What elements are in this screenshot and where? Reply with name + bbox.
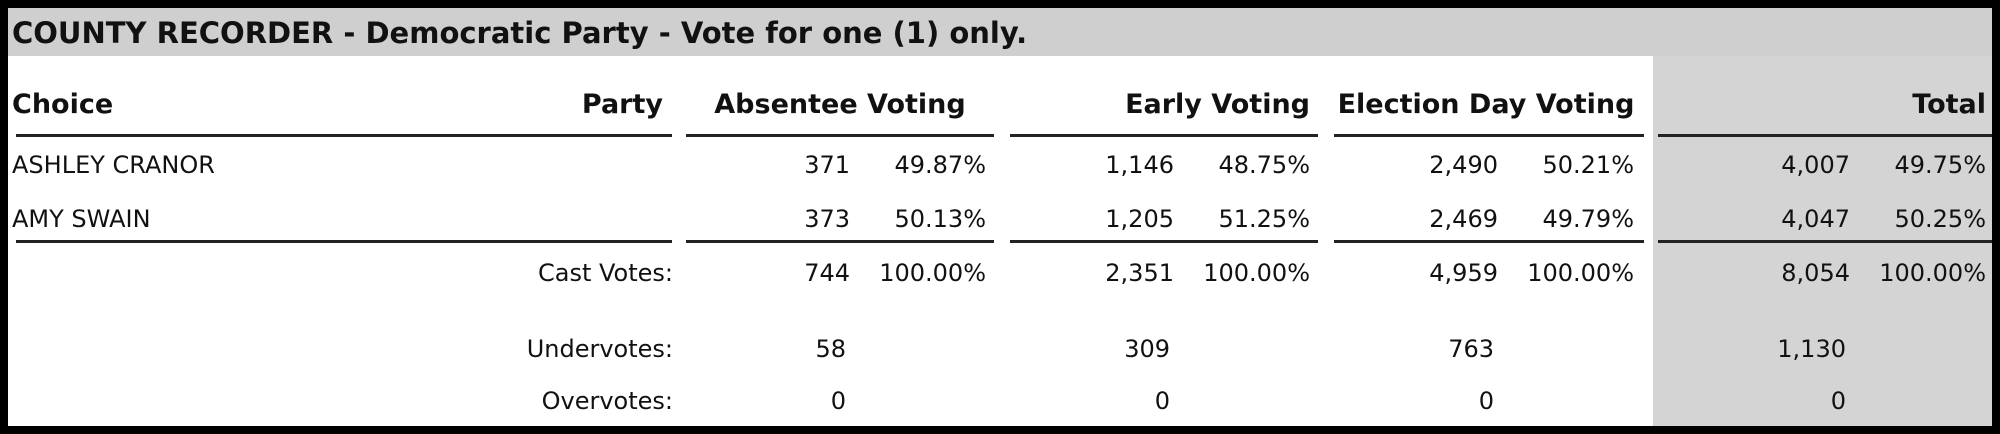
- summary-cell: 744: [804, 259, 850, 287]
- summary-cell: 8,054: [1781, 259, 1850, 287]
- vote-cell: 1,146: [1105, 151, 1174, 179]
- column-header: Election Day Voting: [1337, 89, 1635, 120]
- vote-cell: 50.25%: [1894, 205, 1986, 233]
- summary-cell: 100.00%: [1879, 259, 1986, 287]
- summary-cell: 58: [815, 335, 846, 363]
- vote-cell: 4,007: [1781, 151, 1850, 179]
- vote-cell: 50.21%: [1542, 151, 1634, 179]
- vote-cell: 49.87%: [894, 151, 986, 179]
- title: COUNTY RECORDER - Democratic Party - Vot…: [12, 16, 1028, 50]
- rule: [1658, 240, 1992, 243]
- title-bar: COUNTY RECORDER - Democratic Party - Vot…: [8, 8, 1992, 56]
- summary-cell: 2,351: [1105, 259, 1174, 287]
- summary-cell: 0: [1478, 387, 1494, 415]
- vote-cell: 2,490: [1429, 151, 1498, 179]
- column-header: Absentee Voting: [714, 89, 966, 120]
- summary-cell: 1,130: [1777, 335, 1846, 363]
- summary-label: Overvotes:: [541, 387, 673, 415]
- summary-cell: 0: [1830, 387, 1846, 415]
- vote-cell: 371: [804, 151, 850, 179]
- rule: [1658, 134, 1992, 137]
- vote-cell: 1,205: [1105, 205, 1174, 233]
- rule: [1334, 134, 1644, 137]
- rule: [686, 240, 994, 243]
- vote-cell: 49.75%: [1894, 151, 1986, 179]
- vote-cell: 51.25%: [1218, 205, 1310, 233]
- vote-cell: 2,469: [1429, 205, 1498, 233]
- summary-label: Undervotes:: [526, 335, 673, 363]
- summary-label: Cast Votes:: [537, 259, 673, 287]
- rule: [1010, 240, 1318, 243]
- rule: [686, 134, 994, 137]
- rule: [1010, 134, 1318, 137]
- column-header: Party: [581, 89, 663, 120]
- column-header: Total: [1912, 89, 1986, 120]
- rule: [1334, 240, 1644, 243]
- vote-cell: 50.13%: [894, 205, 986, 233]
- candidate-name: AMY SWAIN: [12, 205, 151, 233]
- vote-cell: 48.75%: [1218, 151, 1310, 179]
- vote-cell: 373: [804, 205, 850, 233]
- summary-cell: 100.00%: [1203, 259, 1310, 287]
- column-header: Early Voting: [1125, 89, 1310, 120]
- summary-cell: 309: [1124, 335, 1170, 363]
- rule: [16, 134, 672, 137]
- summary-cell: 4,959: [1429, 259, 1498, 287]
- candidate-name: ASHLEY CRANOR: [12, 151, 215, 179]
- vote-cell: 4,047: [1781, 205, 1850, 233]
- summary-cell: 100.00%: [1527, 259, 1634, 287]
- summary-cell: 100.00%: [879, 259, 986, 287]
- column-header: Choice: [12, 89, 114, 120]
- summary-cell: 0: [830, 387, 846, 415]
- rule: [16, 240, 672, 243]
- summary-cell: 0: [1154, 387, 1170, 415]
- vote-cell: 49.79%: [1542, 205, 1634, 233]
- summary-cell: 763: [1448, 335, 1494, 363]
